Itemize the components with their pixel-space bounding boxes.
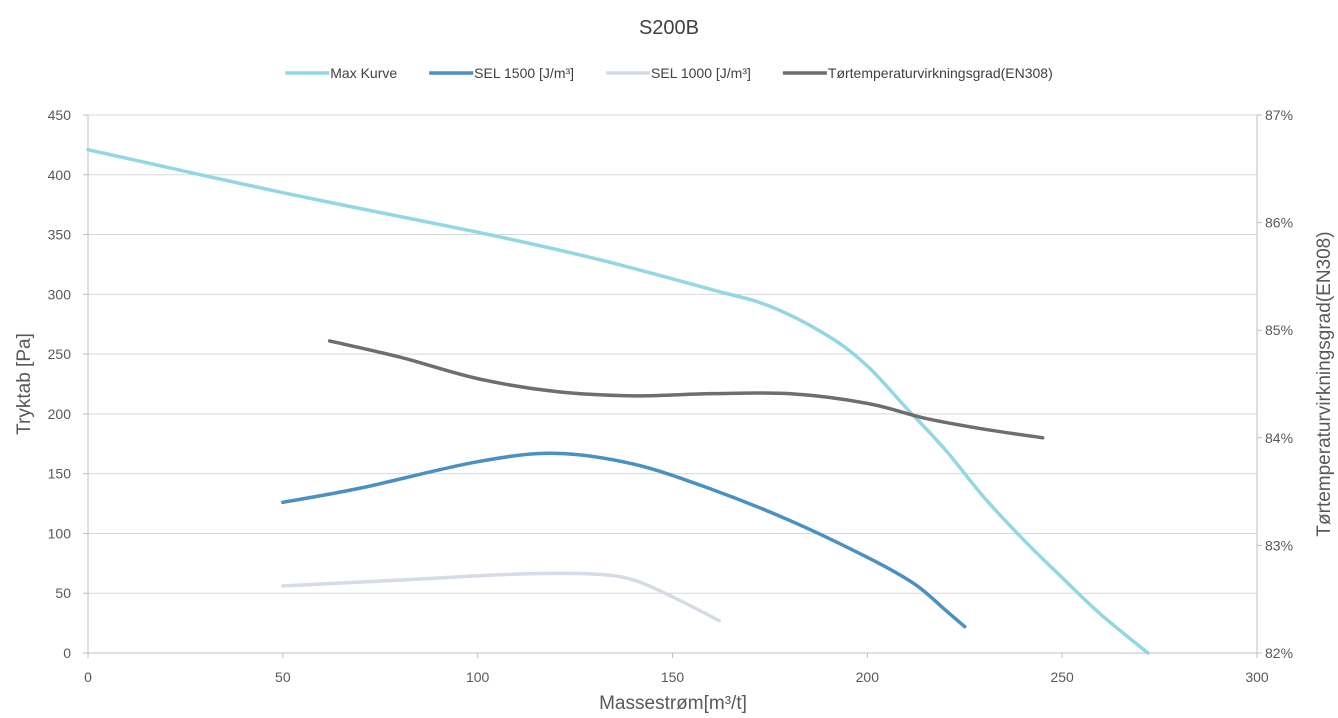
y-tick-label: 350 (48, 227, 72, 243)
y-tick-label: 250 (48, 346, 72, 362)
y-tick-label: 450 (48, 107, 72, 123)
y2-tick-label: 83% (1265, 537, 1293, 553)
y2-tick-label: 85% (1265, 322, 1293, 338)
x-tick-label: 200 (856, 669, 880, 685)
x-tick-label: 300 (1245, 669, 1269, 685)
x-tick-label: 50 (275, 669, 291, 685)
legend: Max Kurve SEL 1500 [J/m³] SEL 1000 [J/m³] T… (285, 65, 1053, 81)
series-group (86, 147, 1150, 655)
y2-tick-label: 86% (1265, 215, 1293, 231)
y-tick-label: 100 (48, 525, 72, 541)
legend-item: SEL 1500 [J/m³] (429, 65, 574, 81)
series-line-1 (86, 147, 1150, 655)
legend-label: SEL 1000 [J/m³] (651, 65, 751, 81)
legend-item: Max Kurve (285, 65, 397, 81)
chart-title: S200B (639, 17, 699, 39)
y2-axis-title: Tørtemperaturvirkningsgrad(EN308) (1314, 231, 1335, 536)
axes (83, 114, 1262, 658)
x-tick-label: 150 (661, 669, 685, 685)
series-line-3 (281, 571, 722, 623)
legend-item: Tørtemperaturvirkningsgrad(EN308) (782, 65, 1053, 81)
tick-labels: 0 50 100 150 200 250 300 350 400 450 82% 83% 84% 85% 8… (48, 107, 1293, 685)
grid (88, 114, 1257, 594)
y2-tick-label: 82% (1265, 645, 1293, 661)
y-tick-label: 50 (55, 585, 71, 601)
legend-label: Max Kurve (330, 65, 397, 81)
y-tick-label: 0 (63, 645, 71, 661)
series-line-2 (281, 451, 967, 629)
series-line-4 (327, 339, 1045, 440)
y-tick-label: 400 (48, 167, 72, 183)
y2-tick-label: 84% (1265, 430, 1293, 446)
y-tick-label: 200 (48, 406, 72, 422)
legend-label: Tørtemperaturvirkningsgrad(EN308) (828, 65, 1053, 81)
y-tick-label: 150 (48, 466, 72, 482)
x-tick-label: 100 (466, 669, 490, 685)
y-tick-label: 300 (48, 286, 72, 302)
legend-label: SEL 1500 [J/m³] (474, 65, 574, 81)
legend-item: SEL 1000 [J/m³] (606, 65, 751, 81)
x-tick-label: 0 (84, 669, 92, 685)
y-axis-title: Tryktab [Pa] (14, 333, 35, 435)
x-axis-title: Massestrøm[m³/t] (599, 693, 747, 714)
y2-tick-label: 87% (1265, 107, 1293, 123)
x-tick-label: 250 (1050, 669, 1074, 685)
